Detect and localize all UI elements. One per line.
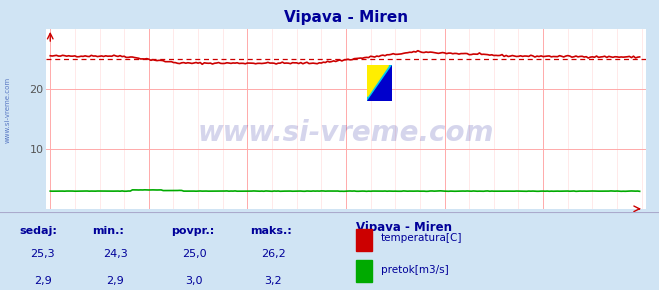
Text: www.si-vreme.com: www.si-vreme.com xyxy=(5,77,11,143)
Text: 25,0: 25,0 xyxy=(182,249,207,259)
Text: temperatura[C]: temperatura[C] xyxy=(381,233,463,243)
Text: www.si-vreme.com: www.si-vreme.com xyxy=(198,119,494,147)
Text: 2,9: 2,9 xyxy=(107,276,124,286)
Bar xyxy=(356,260,372,282)
Text: pretok[m3/s]: pretok[m3/s] xyxy=(381,265,449,275)
Title: Vipava - Miren: Vipava - Miren xyxy=(284,10,408,25)
Text: povpr.:: povpr.: xyxy=(171,226,215,236)
Text: 26,2: 26,2 xyxy=(261,249,286,259)
Text: 3,0: 3,0 xyxy=(186,276,203,286)
Text: min.:: min.: xyxy=(92,226,124,236)
Text: 3,2: 3,2 xyxy=(265,276,282,286)
Text: 2,9: 2,9 xyxy=(34,276,51,286)
Text: Vipava - Miren: Vipava - Miren xyxy=(356,221,452,234)
Polygon shape xyxy=(367,65,392,101)
Text: 24,3: 24,3 xyxy=(103,249,128,259)
Text: 25,3: 25,3 xyxy=(30,249,55,259)
Bar xyxy=(356,229,372,251)
Text: maks.:: maks.: xyxy=(250,226,292,236)
Polygon shape xyxy=(367,65,388,95)
Text: sedaj:: sedaj: xyxy=(20,226,57,236)
Polygon shape xyxy=(367,65,392,101)
